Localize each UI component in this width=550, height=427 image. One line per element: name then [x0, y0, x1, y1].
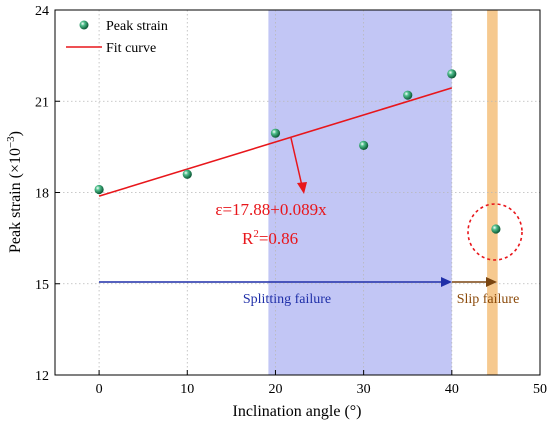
fit-pointer-arrow: [290, 137, 307, 194]
legend-label-peak-strain: Peak strain: [106, 19, 168, 34]
data-point: [94, 184, 104, 195]
y-tick-label: 15: [35, 278, 49, 293]
y-tick-label: 12: [35, 369, 49, 384]
x-tick-label: 40: [445, 382, 459, 397]
slip-arrow: [452, 277, 497, 287]
region-label-splitting: Splitting failure: [243, 292, 331, 307]
data-points: [94, 69, 501, 234]
data-point: [491, 224, 501, 234]
data-point: [403, 90, 413, 100]
region-label-slip: Slip failure: [457, 292, 520, 307]
fit-equation: ε=17.88+0.089x: [215, 200, 327, 219]
x-tick-label: 30: [357, 382, 371, 397]
x-tick-label: 20: [268, 382, 282, 397]
fit-r-squared: R2=0.86: [242, 228, 298, 248]
y-tick-label: 24: [35, 4, 49, 19]
splitting-arrow: [99, 277, 452, 287]
x-tick-label: 50: [533, 382, 547, 397]
legend-marker-peak-strain: [79, 20, 89, 30]
y-tick-label: 21: [35, 95, 49, 110]
data-point: [359, 140, 369, 150]
legend-label-fit-curve: Fit curve: [106, 41, 156, 56]
fit-curve: [98, 87, 453, 197]
axis-ticks: 0 10 20 30 40 50 12 15 18 21 24: [35, 4, 547, 397]
fit-line: [98, 87, 453, 197]
outlier-circle: [467, 203, 523, 261]
x-tick-label: 10: [180, 382, 194, 397]
data-point: [447, 69, 457, 79]
data-point: [270, 128, 281, 138]
y-axis-label: Peak strain (×10−3): [5, 131, 24, 253]
x-axis-label: Inclination angle (°): [232, 403, 361, 420]
x-tick-label: 0: [96, 382, 103, 397]
legend: Peak strain Fit curve: [66, 19, 168, 56]
data-point: [182, 169, 192, 179]
y-tick-label: 18: [35, 187, 49, 202]
